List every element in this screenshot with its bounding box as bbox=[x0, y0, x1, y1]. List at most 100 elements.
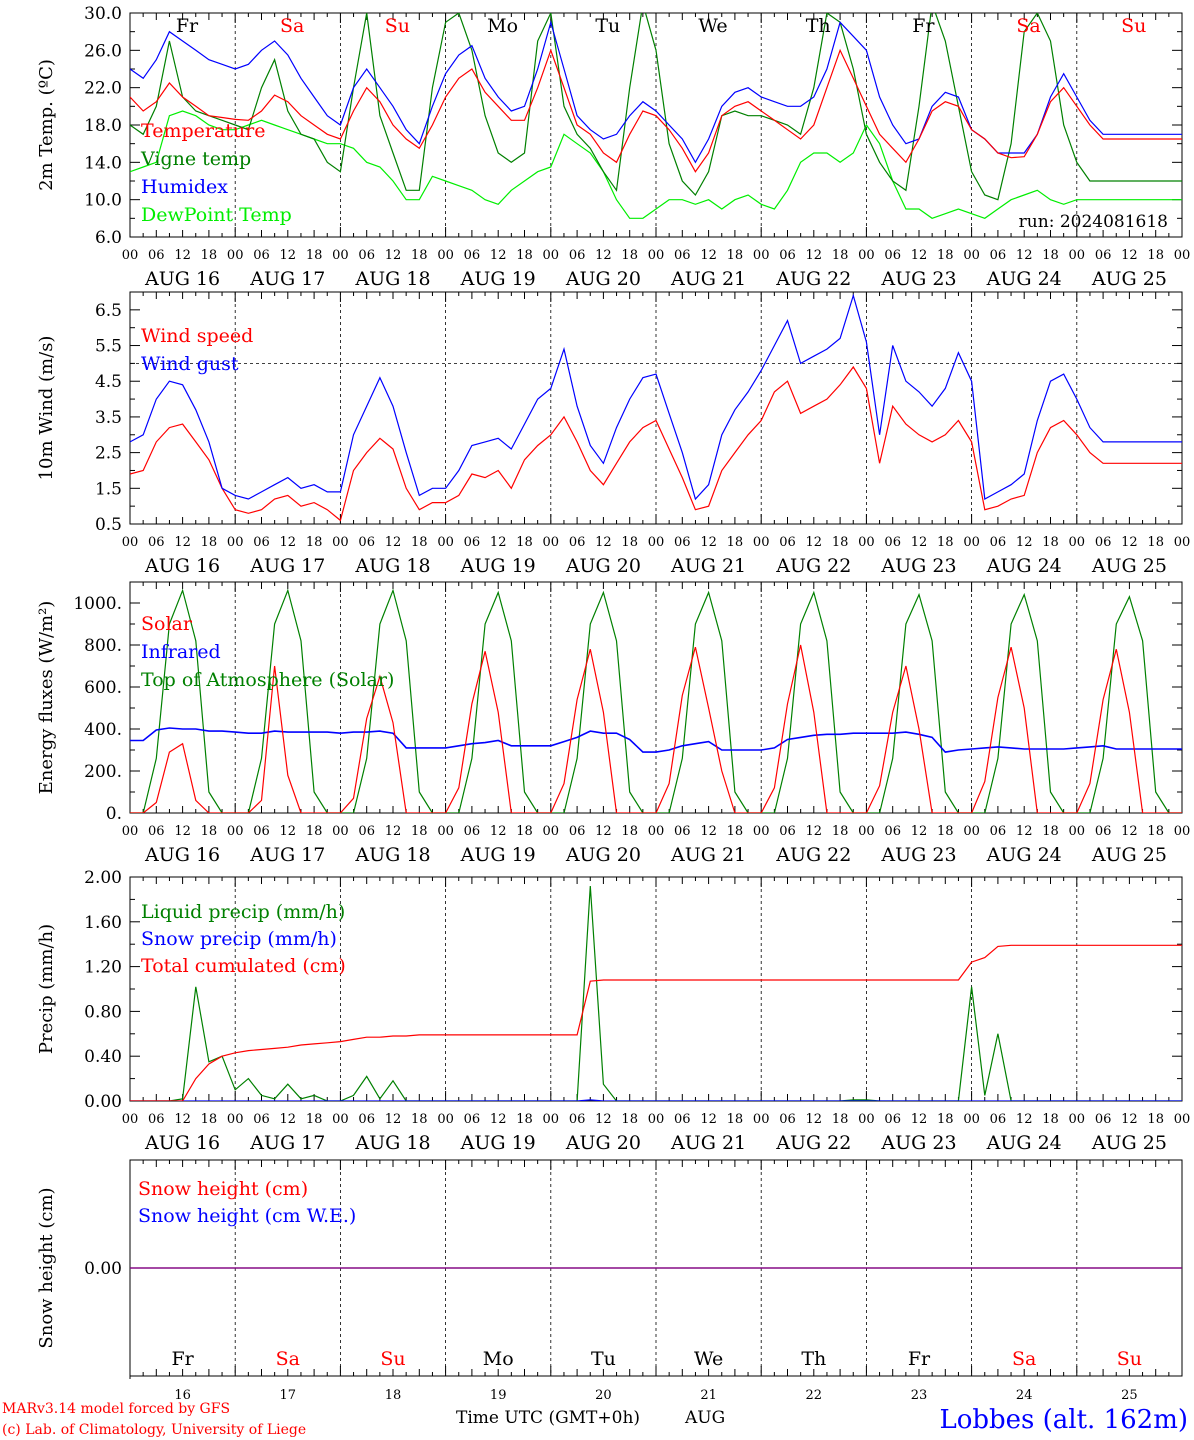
hour-tick-label: 12 bbox=[280, 1112, 297, 1127]
hour-tick-label: 18 bbox=[306, 1112, 323, 1127]
series-line-3 bbox=[130, 20, 1182, 164]
date-label: AUG 17 bbox=[249, 268, 325, 290]
hour-tick-label: 12 bbox=[700, 535, 717, 550]
date-label: AUG 22 bbox=[775, 1132, 851, 1154]
hour-tick-label: 00 bbox=[437, 535, 454, 550]
panel-1: 6.0 10.0 14.0 18.0 22.0 26.0 30.0 00 06 12 18 AUG 1… bbox=[36, 4, 1190, 290]
date-label: AUG 22 bbox=[775, 268, 851, 290]
weekday-label: Su bbox=[380, 1348, 405, 1370]
hour-tick-label: 06 bbox=[1095, 1112, 1112, 1127]
hour-tick-label: 12 bbox=[806, 535, 823, 550]
day-number-label: 17 bbox=[280, 1388, 297, 1403]
date-label: AUG 23 bbox=[880, 844, 956, 866]
day-number-label: 18 bbox=[385, 1388, 402, 1403]
hour-tick-label: 06 bbox=[779, 824, 796, 839]
hour-tick-label: 06 bbox=[358, 1112, 375, 1127]
date-label: AUG 24 bbox=[986, 555, 1062, 577]
hour-tick-label: 06 bbox=[253, 1112, 270, 1127]
legend-entry: Snow precip (mm/h) bbox=[141, 928, 337, 950]
date-label: AUG 21 bbox=[670, 555, 746, 577]
hour-tick-label: 00 bbox=[753, 248, 770, 263]
date-label: AUG 20 bbox=[565, 268, 641, 290]
hour-tick-label: 18 bbox=[937, 824, 954, 839]
day-number-label: 21 bbox=[700, 1388, 717, 1403]
date-label: AUG 18 bbox=[354, 268, 430, 290]
hour-tick-label: 00 bbox=[1069, 535, 1086, 550]
y-tick-label: 4.5 bbox=[95, 372, 122, 392]
hour-tick-label: 18 bbox=[621, 1112, 638, 1127]
credit-model: MARv3.14 model forced by GFS bbox=[2, 1401, 230, 1417]
weekday-label: Sa bbox=[1016, 15, 1040, 37]
hour-tick-label: 06 bbox=[569, 535, 586, 550]
hour-tick-label: 00 bbox=[332, 1112, 349, 1127]
date-label: AUG 18 bbox=[354, 555, 430, 577]
date-label: AUG 25 bbox=[1091, 1132, 1167, 1154]
hour-tick-label: 00 bbox=[648, 1112, 665, 1127]
date-label: AUG 24 bbox=[986, 1132, 1062, 1154]
hour-tick-label: 00 bbox=[227, 824, 244, 839]
hour-tick-label: 00 bbox=[1174, 248, 1191, 263]
hour-tick-label: 18 bbox=[621, 248, 638, 263]
date-label: AUG 18 bbox=[354, 844, 430, 866]
weekday-label: Fr bbox=[908, 1348, 931, 1370]
y-tick-label: 1.5 bbox=[95, 479, 122, 499]
hour-tick-label: 18 bbox=[727, 824, 744, 839]
hour-tick-label: 18 bbox=[201, 535, 218, 550]
y-tick-label: 200. bbox=[84, 762, 122, 782]
hour-tick-label: 06 bbox=[1095, 248, 1112, 263]
date-label: AUG 24 bbox=[986, 844, 1062, 866]
hour-tick-label: 18 bbox=[306, 535, 323, 550]
date-label: AUG 23 bbox=[880, 555, 956, 577]
hour-tick-label: 00 bbox=[332, 824, 349, 839]
date-label: AUG 21 bbox=[670, 844, 746, 866]
hour-tick-label: 00 bbox=[858, 1112, 875, 1127]
weekday-label: Sa bbox=[280, 15, 304, 37]
hour-tick-label: 12 bbox=[1016, 1112, 1033, 1127]
hour-tick-label: 18 bbox=[411, 824, 428, 839]
hour-tick-label: 06 bbox=[148, 248, 165, 263]
legend-entry: Infrared bbox=[141, 641, 221, 663]
hour-tick-label: 18 bbox=[411, 248, 428, 263]
hour-tick-label: 06 bbox=[358, 248, 375, 263]
y-tick-label: 2.00 bbox=[84, 868, 122, 888]
series-line-2 bbox=[130, 727, 1182, 753]
x-axis-month: AUG bbox=[684, 1408, 725, 1428]
weekday-label: Su bbox=[1121, 15, 1146, 37]
date-label: AUG 25 bbox=[1091, 844, 1167, 866]
hour-tick-label: 00 bbox=[543, 535, 560, 550]
hour-tick-label: 12 bbox=[700, 824, 717, 839]
hour-tick-label: 12 bbox=[490, 248, 507, 263]
hour-tick-label: 18 bbox=[1147, 1112, 1164, 1127]
y-tick-label: 6.5 bbox=[95, 301, 122, 321]
date-label: AUG 25 bbox=[1091, 268, 1167, 290]
y-axis-title: Energy fluxes (W/m²) bbox=[36, 601, 57, 795]
legend-entry: Vigne temp bbox=[140, 148, 251, 170]
series-line-2 bbox=[130, 13, 1182, 201]
date-label: AUG 16 bbox=[144, 844, 220, 866]
date-label: AUG 22 bbox=[775, 844, 851, 866]
date-label: AUG 18 bbox=[354, 1132, 430, 1154]
hour-tick-label: 12 bbox=[280, 248, 297, 263]
hour-tick-label: 00 bbox=[1069, 1112, 1086, 1127]
date-label: AUG 20 bbox=[565, 1132, 641, 1154]
panel-3: 0. 200. 400. 600. 800. 1000. 00 06 12 18 AUG 16 00 0… bbox=[36, 581, 1190, 866]
x-axis-label: Time UTC (GMT+0h) bbox=[456, 1408, 640, 1428]
y-tick-label: 600. bbox=[84, 678, 122, 698]
hour-tick-label: 18 bbox=[1147, 535, 1164, 550]
legend-entry: Total cumulated (cm) bbox=[141, 955, 346, 977]
date-label: AUG 20 bbox=[565, 555, 641, 577]
weekday-label: Th bbox=[806, 15, 831, 37]
hour-tick-label: 12 bbox=[174, 1112, 191, 1127]
date-label: AUG 16 bbox=[144, 555, 220, 577]
y-tick-label: 0.00 bbox=[84, 1092, 122, 1112]
hour-tick-label: 06 bbox=[569, 248, 586, 263]
hour-tick-label: 00 bbox=[332, 248, 349, 263]
hour-tick-label: 06 bbox=[884, 824, 901, 839]
y-tick-label: 6.0 bbox=[95, 228, 122, 248]
hour-tick-label: 12 bbox=[1121, 248, 1138, 263]
hour-tick-label: 00 bbox=[963, 535, 980, 550]
hour-tick-label: 00 bbox=[1174, 535, 1191, 550]
hour-tick-label: 00 bbox=[122, 535, 139, 550]
hour-tick-label: 12 bbox=[280, 535, 297, 550]
